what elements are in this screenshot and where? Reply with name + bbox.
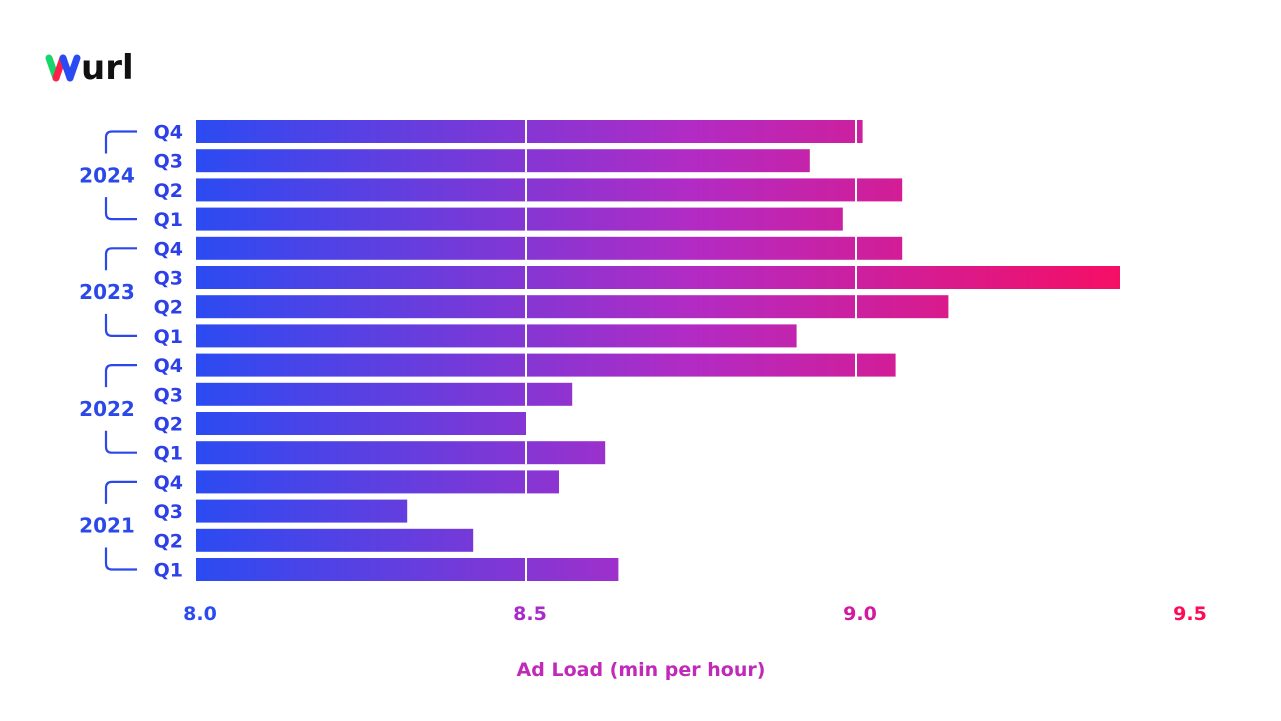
bar-2024-q3 (196, 149, 810, 173)
category-label-2022-q1: Q1 (154, 443, 183, 465)
category-label-2022-q4: Q4 (154, 355, 183, 377)
bar-2022-q4 (196, 353, 896, 377)
bracket-bottom-2022 (104, 430, 137, 454)
category-label-2024-q3: Q3 (154, 151, 183, 173)
x-tick-8.0: 8.0 (183, 603, 217, 625)
year-label-2023: 2023 (79, 280, 135, 304)
bar-2022-q3 (196, 382, 573, 406)
bracket-bottom-2021 (104, 547, 137, 571)
category-label-2021-q1: Q1 (154, 560, 183, 582)
bracket-top-2021 (104, 480, 137, 504)
category-label-2023-q2: Q2 (154, 297, 183, 319)
bar-2024-q4 (196, 120, 863, 143)
bar-2022-q1 (196, 441, 606, 465)
bar-2021-q2 (196, 528, 474, 552)
x-tick-8.5: 8.5 (513, 603, 547, 625)
bar-2023-q1 (196, 324, 797, 348)
year-label-2024: 2024 (79, 163, 135, 187)
year-brackets: 2024 2023 2022 2021 (79, 130, 137, 571)
bracket-top-2024 (104, 130, 137, 154)
category-label-2023-q4: Q4 (154, 238, 183, 260)
bar-2021-q3 (196, 499, 408, 523)
bar-2021-q4 (196, 470, 559, 494)
logo-w-mark (45, 54, 81, 82)
year-label-2021: 2021 (79, 514, 135, 538)
logo-text: url (81, 48, 134, 86)
category-label-2023-q1: Q1 (154, 326, 183, 348)
bar-2023-q4 (196, 236, 903, 260)
year-label-2022: 2022 (79, 397, 135, 421)
x-axis-title: Ad Load (min per hour) (517, 659, 766, 681)
bar-2022-q2 (196, 412, 526, 435)
category-label-2022-q3: Q3 (154, 384, 183, 406)
category-label-2024-q4: Q4 (154, 122, 183, 144)
x-tick-9.5: 9.5 (1173, 603, 1207, 625)
bar-2024-q1 (196, 207, 843, 231)
category-labels: Q4 Q3 Q2 Q1 Q4 Q3 Q2 Q1 Q4 Q3 Q2 Q1 Q4 Q3 Q2 Q1 (154, 122, 183, 582)
wurl-logo: url (45, 48, 134, 86)
bars-layer (196, 120, 1120, 581)
x-tick-labels: 8.0 8.5 9.0 9.5 (183, 603, 1207, 625)
bar-2021-q1 (196, 558, 619, 581)
bar-2024-q2 (196, 178, 903, 202)
x-tick-9.0: 9.0 (843, 603, 877, 625)
category-label-2024-q2: Q2 (154, 180, 183, 202)
bracket-top-2022 (104, 364, 137, 388)
bracket-bottom-2024 (104, 197, 137, 221)
bar-2023-q3 (196, 266, 1120, 289)
category-label-2022-q2: Q2 (154, 414, 183, 436)
gridlines-layer (525, 120, 857, 581)
category-label-2024-q1: Q1 (154, 209, 183, 231)
category-label-2021-q4: Q4 (154, 472, 183, 494)
bracket-bottom-2023 (104, 313, 137, 337)
bar-2023-q2 (196, 295, 949, 319)
bracket-top-2023 (104, 247, 137, 271)
category-label-2023-q3: Q3 (154, 268, 183, 290)
category-label-2021-q3: Q3 (154, 501, 183, 523)
category-label-2021-q2: Q2 (154, 530, 183, 552)
